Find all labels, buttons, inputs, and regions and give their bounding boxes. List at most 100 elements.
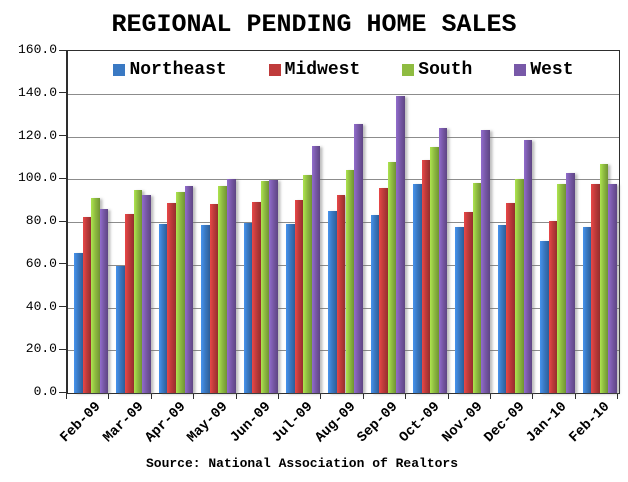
x-tick-mark — [447, 393, 449, 399]
y-tick-mark — [59, 92, 66, 94]
bar-northeast-feb-10 — [582, 226, 592, 393]
y-tick-label: 0.0 — [33, 384, 57, 399]
gridline-100 — [68, 179, 619, 181]
bar-northeast-feb-09 — [73, 253, 83, 393]
plot-area: Northeast Midwest South West — [66, 50, 620, 394]
y-tick-mark — [59, 135, 66, 136]
legend-label: Midwest — [284, 60, 361, 80]
y-tick-label: 120.0 — [17, 127, 57, 143]
legend-marker-south-icon — [402, 64, 415, 76]
bar-northeast-jan-10 — [540, 240, 549, 393]
bar-midwest-feb-09 — [82, 216, 92, 393]
bar-northeast-oct-09 — [413, 183, 422, 393]
y-tick-mark — [59, 391, 66, 393]
gridline-120 — [68, 136, 619, 138]
bar-south-jun-09 — [260, 181, 270, 393]
bar-midwest-may-09 — [209, 203, 219, 393]
x-tick-mark — [320, 393, 322, 399]
bar-midwest-mar-09 — [124, 213, 134, 393]
x-tick-mark — [489, 393, 491, 399]
bar-south-jan-10 — [557, 183, 566, 393]
bar-south-sep-09 — [387, 161, 397, 393]
bar-midwest-sep-09 — [379, 188, 388, 393]
bar-midwest-feb-10 — [591, 183, 600, 393]
legend-label: South — [418, 60, 473, 80]
y-tick-mark — [59, 177, 66, 179]
bar-midwest-jun-09 — [252, 202, 261, 393]
legend-item-west: West — [514, 60, 574, 80]
bar-west-may-09 — [226, 178, 236, 393]
bar-south-may-09 — [218, 186, 227, 393]
legend-marker-midwest-icon — [268, 64, 281, 76]
legend-label: West — [530, 60, 574, 80]
bar-south-jul-09 — [303, 174, 312, 393]
y-tick-mark — [59, 348, 66, 350]
bar-west-feb-09 — [99, 209, 109, 393]
x-tick-mark — [277, 393, 279, 399]
bar-south-mar-09 — [133, 190, 143, 393]
bar-northeast-nov-09 — [455, 227, 465, 393]
y-tick-label: 140.0 — [17, 84, 57, 100]
bar-midwest-dec-09 — [506, 202, 516, 393]
x-tick-mark — [532, 393, 534, 399]
y-tick-mark — [59, 306, 66, 307]
bar-west-dec-09 — [523, 139, 533, 393]
bar-northeast-dec-09 — [497, 225, 507, 393]
bar-west-jul-09 — [311, 146, 321, 393]
chart-legend: Northeast Midwest South West — [68, 60, 619, 80]
y-tick-mark — [59, 49, 66, 51]
bar-west-apr-09 — [184, 186, 194, 393]
bar-midwest-aug-09 — [336, 194, 346, 393]
legend-item-northeast: Northeast — [113, 60, 227, 80]
x-tick-mark — [150, 393, 152, 399]
x-tick-mark — [193, 393, 195, 399]
bar-south-feb-10 — [599, 164, 609, 393]
bar-south-nov-09 — [472, 182, 482, 393]
x-tick-label: Feb-09 — [57, 399, 105, 446]
bar-northeast-apr-09 — [158, 224, 168, 393]
gridline-140 — [68, 93, 619, 95]
bar-west-nov-09 — [481, 130, 490, 393]
x-tick-mark — [108, 393, 110, 399]
bar-west-oct-09 — [438, 127, 448, 393]
x-tick-mark — [617, 393, 618, 399]
bar-west-aug-09 — [354, 124, 363, 393]
bar-west-mar-09 — [142, 195, 151, 393]
x-tick-mark — [235, 393, 237, 399]
source-note: Source: National Association of Realtors — [145, 456, 459, 471]
x-tick-mark — [66, 393, 67, 399]
bar-midwest-nov-09 — [464, 211, 473, 393]
bar-northeast-aug-09 — [328, 210, 337, 393]
y-tick-mark — [59, 263, 66, 265]
x-tick-mark — [574, 393, 576, 399]
bar-west-feb-10 — [608, 183, 617, 393]
legend-item-south: South — [402, 60, 472, 80]
bar-midwest-apr-09 — [167, 203, 176, 393]
y-tick-label: 20.0 — [25, 341, 57, 357]
bar-west-sep-09 — [396, 96, 406, 393]
bar-south-oct-09 — [430, 147, 439, 393]
bar-northeast-jul-09 — [285, 223, 295, 393]
x-tick-mark — [405, 393, 407, 399]
bar-west-jan-10 — [566, 173, 575, 393]
legend-marker-northeast-icon — [113, 64, 126, 76]
y-tick-label: 100.0 — [17, 170, 57, 186]
chart-title: REGIONAL PENDING HOME SALES — [111, 10, 517, 39]
bar-northeast-sep-09 — [370, 214, 380, 393]
y-tick-mark — [59, 220, 66, 222]
bar-south-apr-09 — [175, 192, 185, 393]
bar-midwest-oct-09 — [421, 160, 431, 393]
legend-item-midwest: Midwest — [268, 60, 361, 80]
y-tick-label: 160.0 — [17, 42, 57, 57]
legend-label: Northeast — [129, 60, 227, 80]
y-tick-label: 80.0 — [25, 213, 57, 228]
bar-south-dec-09 — [515, 178, 524, 393]
bar-south-feb-09 — [91, 198, 100, 393]
bar-west-jun-09 — [269, 180, 278, 393]
y-tick-label: 60.0 — [25, 255, 57, 271]
bar-northeast-may-09 — [201, 224, 210, 393]
bar-midwest-jan-10 — [548, 221, 558, 393]
bar-northeast-jun-09 — [243, 223, 253, 393]
bar-midwest-jul-09 — [294, 200, 304, 393]
